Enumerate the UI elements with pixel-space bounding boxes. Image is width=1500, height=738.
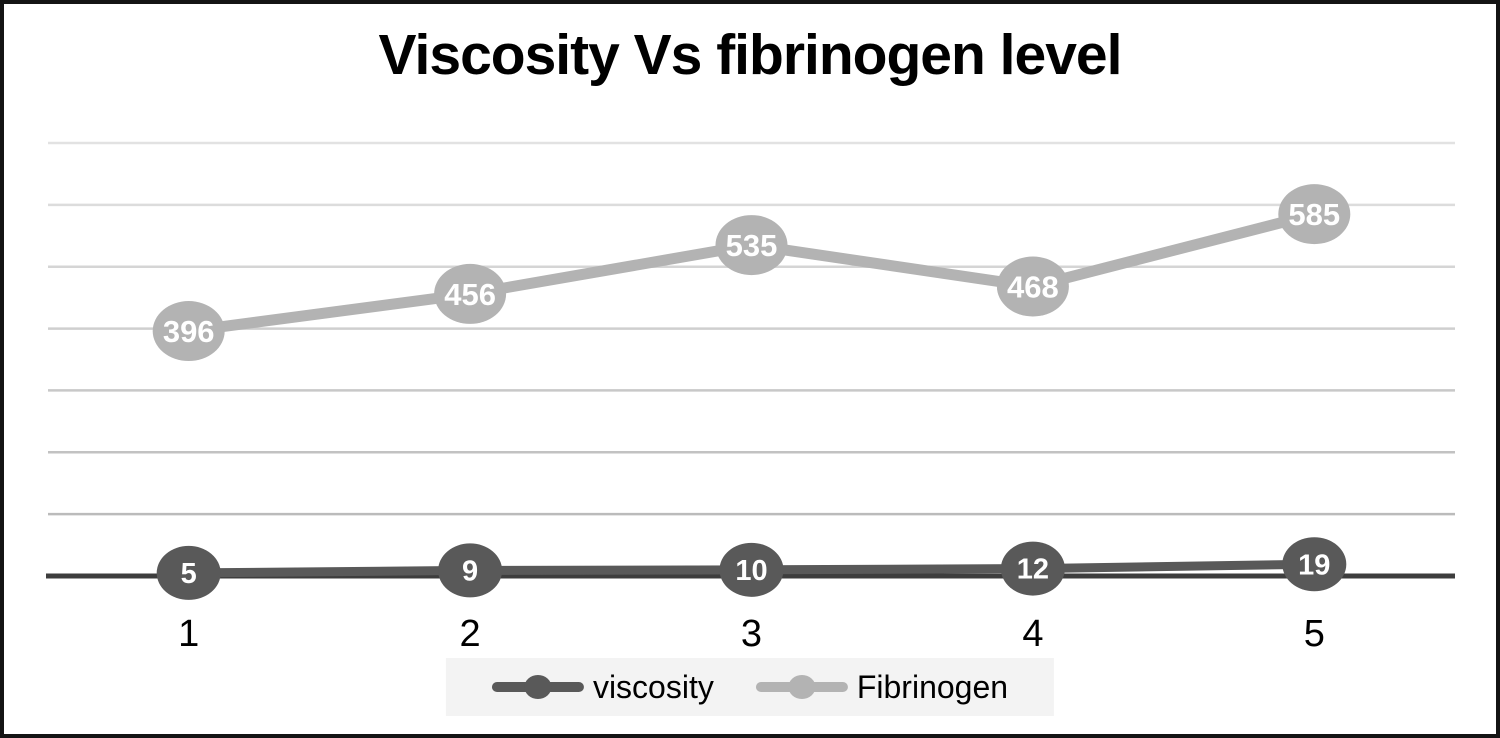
Fibrinogen-data-point-marker: [1278, 184, 1351, 245]
x-tick-label: 1: [178, 613, 199, 655]
Fibrinogen-data-label: 468: [1007, 269, 1059, 304]
viscosity-data-label: 12: [1017, 554, 1049, 586]
viscosity-data-label: 9: [462, 556, 478, 588]
Fibrinogen-data-point-marker: [715, 215, 788, 276]
viscosity-data-label: 19: [1298, 549, 1330, 581]
Fibrinogen-data-label: 396: [163, 314, 215, 349]
legend: viscosity Fibrinogen: [445, 658, 1055, 716]
viscosity-data-label: 5: [181, 558, 197, 590]
legend-item-viscosity: viscosity: [491, 668, 714, 706]
viscosity-data-point-marker: [1000, 541, 1065, 596]
legend-label-fibrinogen: Fibrinogen: [856, 668, 1009, 705]
Fibrinogen-data-label: 535: [726, 228, 778, 263]
viscosity-data-label: 10: [735, 555, 767, 587]
Fibrinogen-data-label: 585: [1288, 197, 1340, 232]
viscosity-line-swatch: [491, 675, 584, 699]
x-tick-label: 4: [1022, 613, 1043, 655]
viscosity-data-point-marker: [1282, 537, 1347, 592]
x-tick-label: 3: [741, 613, 762, 655]
legend-label-viscosity: viscosity: [592, 668, 714, 705]
viscosity-data-point-marker: [438, 543, 503, 598]
chart-title: Viscosity Vs fibrinogen level: [378, 23, 1123, 87]
x-tick-label: 2: [460, 613, 481, 655]
fibrinogen-marker-dot-icon: [788, 675, 816, 699]
fibrinogen-line-swatch: [755, 675, 848, 699]
Fibrinogen-data-point-marker: [996, 256, 1069, 317]
x-tick-label: 5: [1304, 613, 1325, 655]
viscosity-data-point-marker: [719, 542, 784, 597]
Fibrinogen-data-point-marker: [152, 301, 225, 362]
viscosity-data-point-marker: [156, 545, 221, 600]
Fibrinogen-data-point-marker: [434, 263, 507, 324]
Fibrinogen-data-label: 456: [444, 277, 496, 312]
legend-item-fibrinogen: Fibrinogen: [755, 668, 1009, 706]
viscosity-marker-dot-icon: [524, 675, 552, 699]
